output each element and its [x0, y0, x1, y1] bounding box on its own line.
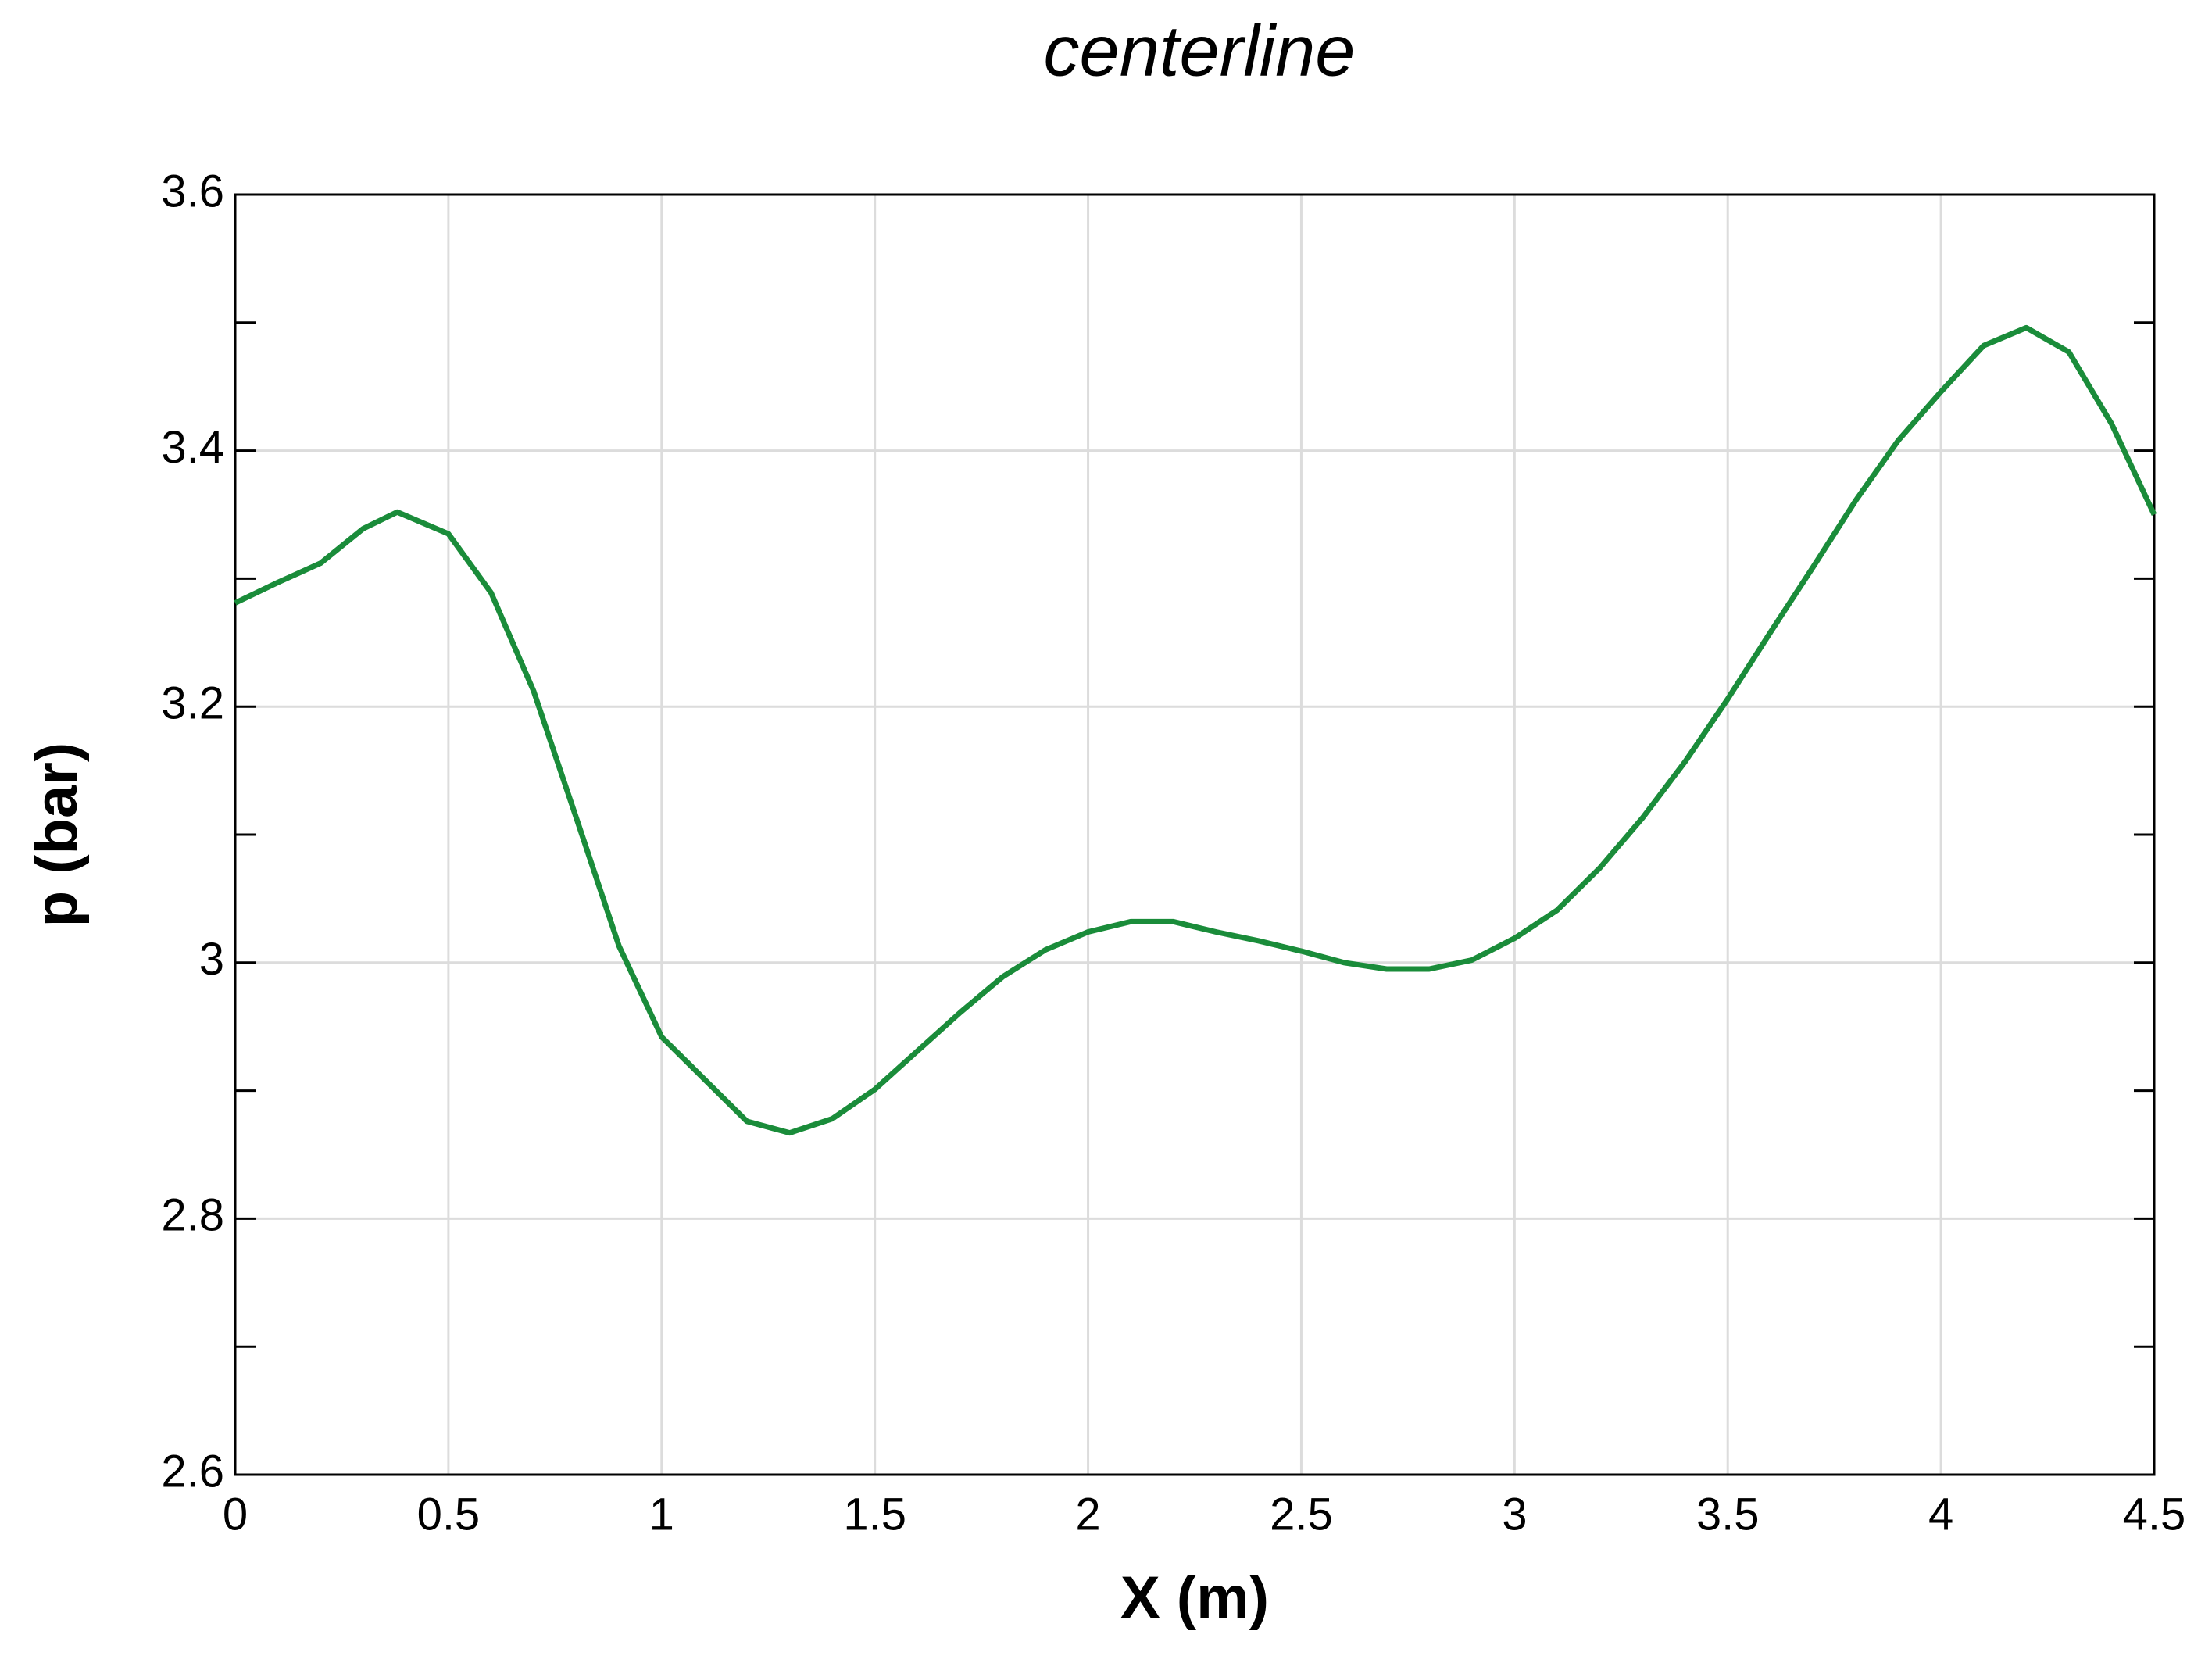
y-tick-label: 3 [199, 934, 224, 985]
y-tick-label: 3.6 [161, 166, 224, 216]
plot-frame [234, 193, 2156, 1476]
x-tick-label: 3 [1502, 1489, 1527, 1540]
y-tick-label: 2.6 [161, 1446, 224, 1497]
x-tick-label: 3.5 [1696, 1489, 1760, 1540]
chart-title: centerline [1044, 11, 1356, 91]
x-axis-label: X (m) [1120, 1565, 1269, 1631]
x-tick-label: 0.5 [417, 1489, 481, 1540]
x-tick-label: 1 [649, 1489, 674, 1540]
y-tick-label: 3.4 [161, 422, 224, 473]
y-tick-label: 2.8 [161, 1190, 224, 1241]
x-tick-label: 2 [1075, 1489, 1100, 1540]
y-axis-label: p (bar) [23, 742, 90, 927]
y-tick-label: 3.2 [161, 678, 224, 729]
data-line [234, 324, 2157, 1136]
x-tick-label: 4.5 [2123, 1489, 2186, 1540]
x-tick-label: 1.5 [843, 1489, 906, 1540]
x-tick-label: 4 [1928, 1489, 1953, 1540]
x-tick-label: 0 [223, 1489, 248, 1540]
x-tick-label: 2.5 [1270, 1489, 1333, 1540]
